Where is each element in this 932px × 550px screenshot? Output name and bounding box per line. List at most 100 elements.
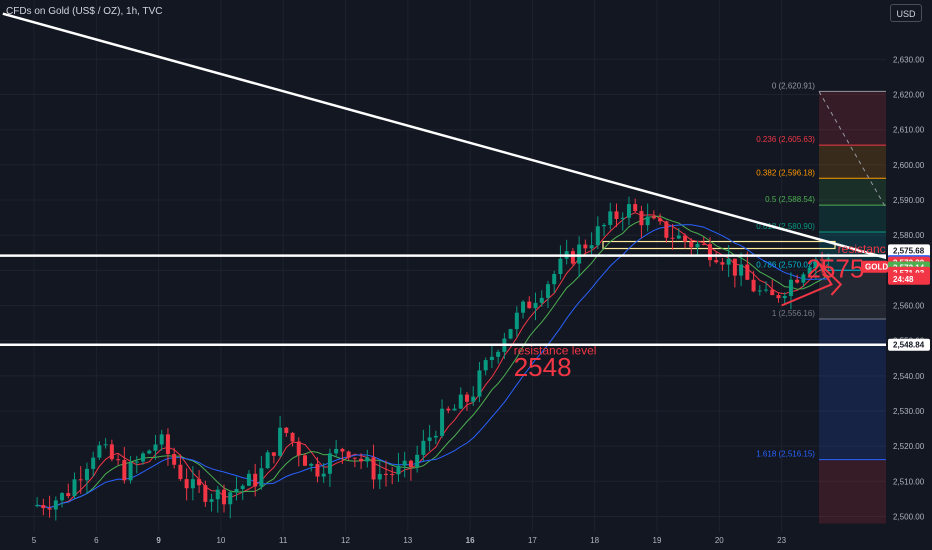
candle-body: [695, 243, 700, 248]
candle-body: [284, 427, 289, 433]
time-tick-label: 6: [94, 536, 99, 545]
candle-body: [471, 396, 476, 402]
candle-body: [788, 279, 793, 296]
candle-body: [589, 245, 594, 249]
fib-level-label: 0.786 (2,570.02): [756, 260, 815, 269]
candle-body: [47, 508, 52, 510]
chart-grid: [0, 0, 886, 532]
candle-body: [78, 479, 83, 481]
fibonacci-retracement: 0 (2,620.91) 0.236 (2,605.63) 0.382 (2,596…: [602, 81, 932, 524]
candle-body: [215, 489, 220, 500]
time-tick-label: 17: [528, 536, 537, 545]
candle-body: [726, 258, 731, 265]
candle-body: [714, 260, 719, 263]
candle-body: [190, 479, 195, 489]
candle-body: [614, 211, 619, 219]
candle-body: [745, 264, 750, 280]
candle-body: [514, 312, 519, 330]
candle-body: [795, 279, 800, 283]
candle-body: [801, 274, 806, 283]
candle-body: [720, 262, 725, 265]
candle-body: [583, 244, 588, 249]
price-tick-label: 2,590.00: [893, 196, 925, 205]
candle-body: [122, 460, 127, 481]
candle-body: [533, 302, 538, 309]
price-tick-label: 2,610.00: [893, 126, 925, 135]
candle-body: [633, 204, 638, 212]
candle-body: [228, 492, 233, 505]
candle-body: [334, 448, 339, 454]
price-badge: [888, 272, 930, 285]
candle-body: [489, 356, 494, 361]
candle-body: [259, 468, 264, 487]
price-tick-label: 2,540.00: [893, 372, 925, 381]
candle-body: [639, 211, 644, 226]
currency-button[interactable]: USD: [890, 4, 922, 22]
candle-body: [346, 451, 351, 458]
fib-level-label: 0.382 (2,596.18): [756, 168, 815, 177]
price-badge-label: 24:48: [893, 275, 914, 284]
price-badge: [888, 338, 930, 351]
candle-body: [340, 448, 345, 452]
candle-body: [626, 204, 631, 218]
candle-body: [807, 267, 812, 275]
time-tick-label: 23: [777, 536, 786, 545]
candle-body: [97, 445, 102, 458]
candle-body: [396, 465, 401, 475]
time-tick-label: 18: [590, 536, 599, 545]
candle-body: [527, 301, 532, 309]
candle-body: [427, 437, 432, 441]
fib-level-label: 0 (2,620.91): [772, 81, 815, 90]
price-badge-label: 2,548.84: [893, 341, 925, 350]
price-axis: 2,500.00 2,510.00 2,520.00 2,530.00 2,540.00…: [861, 0, 932, 550]
candle-body: [84, 468, 89, 481]
annotation-text: 2548: [514, 352, 572, 382]
candle-body: [141, 453, 146, 462]
fib-level-label: 1.618 (2,516.15): [756, 450, 815, 459]
annotation-text: 2575: [807, 253, 865, 283]
candle-body: [352, 457, 357, 459]
candle-body: [222, 489, 227, 505]
candle-body: [595, 226, 600, 246]
candle-body: [278, 427, 283, 456]
candle-body: [35, 505, 40, 507]
price-tick-label: 2,580.00: [893, 231, 925, 240]
candle-body: [128, 462, 133, 481]
price-badge-label: 2,575.68: [893, 246, 925, 255]
candle-body: [826, 258, 831, 261]
candle-body: [764, 289, 769, 291]
candle-body: [620, 217, 625, 219]
time-tick-label: 11: [279, 536, 288, 545]
candle-body: [109, 444, 114, 460]
candle-body: [440, 408, 445, 436]
candle-body: [433, 435, 438, 438]
candle-body: [776, 295, 781, 299]
candle-body: [103, 444, 108, 446]
candle-body: [739, 264, 744, 276]
candle-body: [153, 444, 158, 451]
candle-body: [116, 459, 121, 461]
annotation-text: resistance level: [514, 344, 597, 358]
candle-body: [327, 453, 332, 474]
time-tick-label: 13: [403, 536, 412, 545]
price-tick-label: 2,560.00: [893, 302, 925, 311]
candle-body: [458, 394, 463, 409]
fib-level-label: 0.5 (2,588.54): [765, 195, 815, 204]
candle-body: [408, 460, 413, 468]
time-tick-label: 5: [32, 536, 37, 545]
candle-body: [732, 258, 737, 276]
candle-body: [402, 460, 407, 466]
candle-body: [608, 211, 613, 225]
candle-body: [464, 394, 469, 402]
ma-mid-line: [36, 215, 829, 509]
candle-body: [383, 473, 388, 475]
candle-body: [751, 279, 756, 292]
price-tick-label: 2,620.00: [893, 91, 925, 100]
candle-body: [782, 295, 787, 299]
candle-body: [390, 474, 395, 476]
candle-body: [147, 450, 152, 454]
candle-body: [658, 218, 663, 222]
candle-body: [452, 408, 457, 411]
trend-line: [2, 12, 932, 272]
